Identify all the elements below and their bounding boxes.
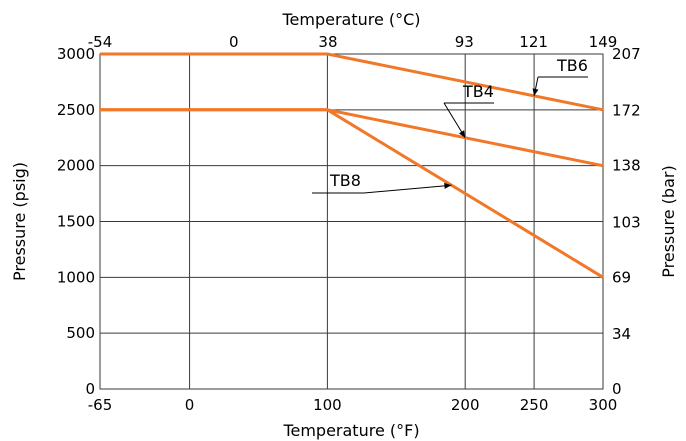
- series-callout-layer: TB6 TB4 TB8: [312, 56, 588, 194]
- callout-arrowhead: [532, 88, 539, 96]
- series-line-tb8: [100, 108, 604, 279]
- x-tick-label-100: 100: [313, 396, 342, 414]
- series-layer: [100, 52, 604, 279]
- right-y-tick-label-69: 69: [612, 268, 631, 286]
- y-tick-label-2000: 2000: [57, 157, 95, 175]
- series-label-tb4: TB4: [462, 82, 494, 101]
- top-x-axis-title: Temperature (°C): [281, 10, 420, 29]
- right-y-tick-label-34: 34: [612, 325, 631, 343]
- top-x-tick-label-121: 121: [519, 33, 548, 51]
- y-tick-label-500: 500: [66, 324, 95, 342]
- top-x-tick-label-38: 38: [318, 33, 337, 51]
- x-tick-label-250: 250: [520, 396, 549, 414]
- series-callout-tb8: TB8: [312, 171, 452, 194]
- grid-layer: [100, 54, 603, 389]
- x-tick-label-0: 0: [185, 396, 195, 414]
- y-tick-label-1000: 1000: [57, 268, 95, 286]
- series-label-tb6: TB6: [556, 56, 588, 75]
- y-tick-label-3000: 3000: [57, 45, 95, 63]
- x-tick-label-65: -65: [88, 396, 113, 414]
- right-y-tick-label-207: 207: [612, 45, 641, 63]
- tick-label-layer: -65 0 100 200 250 300-54 0 38 93 121 1490500100015…: [57, 33, 641, 414]
- top-x-tick-label-93: 93: [455, 33, 474, 51]
- callout-leader-line: [363, 184, 452, 194]
- y-tick-label-0: 0: [85, 380, 95, 398]
- series-label-tb8: TB8: [329, 171, 361, 190]
- y-axis-title: Pressure (psig): [10, 162, 29, 281]
- x-tick-label-200: 200: [451, 396, 480, 414]
- x-axis-title: Temperature (°F): [282, 421, 419, 440]
- top-x-tick-label-0: 0: [229, 33, 239, 51]
- right-y-tick-label-103: 103: [612, 213, 641, 231]
- plot-frame: [99, 53, 604, 390]
- x-tick-label-300: 300: [589, 396, 618, 414]
- series-callout-tb4: TB4: [443, 82, 494, 139]
- series-line-tb4: [100, 108, 604, 168]
- series-callout-tb6: TB6: [532, 56, 588, 96]
- right-y-tick-label-0: 0: [612, 380, 622, 398]
- top-x-tick-label-54: -54: [88, 33, 113, 51]
- y-tick-label-2500: 2500: [57, 101, 95, 119]
- top-x-tick-label-149: 149: [589, 33, 618, 51]
- right-y-axis-title: Pressure (bar): [659, 165, 678, 277]
- right-y-tick-label-172: 172: [612, 102, 641, 120]
- callout-arrowhead: [444, 182, 452, 189]
- callout-arrowhead: [458, 130, 466, 138]
- y-tick-label-1500: 1500: [57, 213, 95, 231]
- right-y-tick-label-138: 138: [612, 157, 641, 175]
- series-line-tb6: [100, 52, 604, 112]
